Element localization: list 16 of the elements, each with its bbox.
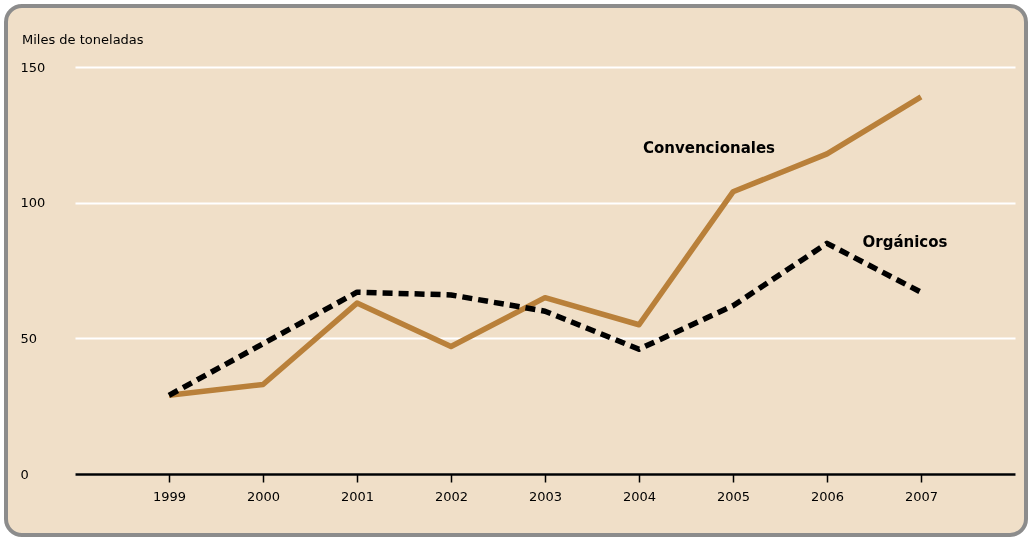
- x-tick-label: 2003: [528, 488, 563, 504]
- x-tick-label: 2006: [810, 488, 845, 504]
- x-tick-label: 2005: [716, 488, 751, 504]
- x-tick-label: 1999: [152, 488, 187, 504]
- x-tick-label: 2002: [434, 488, 469, 504]
- y-tick-label: 150: [20, 59, 46, 75]
- y-tick-label: 0: [20, 466, 29, 482]
- x-tick-label: 2004: [622, 488, 657, 504]
- x-tick-label: 2007: [904, 488, 939, 504]
- series-label: Convencionales: [642, 138, 776, 157]
- x-tick-label: 2000: [246, 488, 281, 504]
- x-tick-label: 2001: [340, 488, 375, 504]
- y-axis-title: Miles de toneladas: [22, 32, 144, 47]
- series-label: Orgánicos: [862, 233, 948, 252]
- y-tick-label: 50: [20, 330, 38, 346]
- y-tick-label: 100: [20, 195, 46, 211]
